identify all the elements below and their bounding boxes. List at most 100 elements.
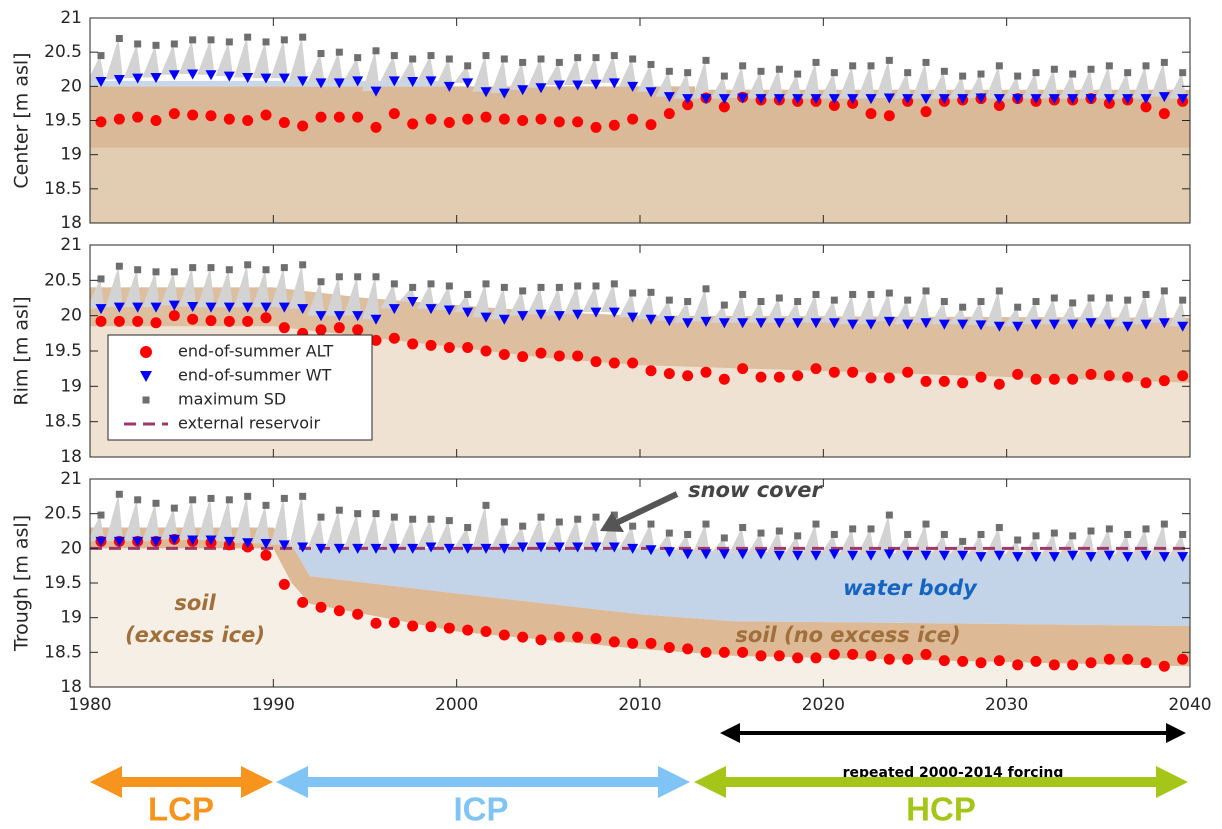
region	[291, 544, 1190, 626]
alt-point	[132, 111, 144, 123]
wt-point	[333, 543, 345, 554]
wt-point	[1103, 319, 1115, 330]
sd-point	[1050, 65, 1058, 73]
region	[90, 527, 1190, 667]
wt-point	[407, 77, 419, 88]
wt-point	[223, 71, 235, 82]
wt-point	[462, 78, 474, 89]
snow-cover	[1150, 62, 1168, 97]
sd-point	[959, 72, 967, 80]
wt-point	[223, 302, 235, 313]
sd-point	[537, 283, 545, 291]
sd-point	[794, 298, 802, 306]
alt-point	[1177, 370, 1189, 382]
wt-point	[333, 311, 345, 322]
snow-cover	[508, 290, 527, 316]
alt-point	[187, 109, 199, 121]
wt-point	[205, 302, 217, 313]
snow-cover	[380, 55, 398, 81]
sd-point	[189, 496, 197, 504]
snow-cover	[802, 62, 820, 99]
alt-point	[755, 371, 767, 383]
sd-point	[335, 48, 343, 56]
alt-point	[517, 631, 529, 643]
wt-point	[517, 311, 529, 322]
sd-point	[684, 69, 692, 77]
sd-point	[739, 290, 747, 298]
alt-point	[920, 648, 932, 660]
sd-point	[1179, 296, 1187, 304]
wt-point	[865, 94, 877, 105]
wt-point	[95, 77, 107, 88]
alt-point	[425, 113, 437, 125]
wt-point	[792, 550, 804, 561]
alt-point	[1085, 657, 1097, 669]
sd-point	[720, 72, 728, 80]
snow-cover	[435, 285, 453, 311]
wt-point	[223, 536, 235, 547]
alt-point	[1103, 653, 1115, 665]
wt-point	[517, 542, 529, 553]
alt-point	[938, 375, 950, 387]
sd-point	[922, 58, 930, 66]
sd-point	[537, 55, 545, 63]
snow-cover	[692, 524, 710, 554]
sd-point	[262, 38, 270, 46]
alt-point	[773, 650, 785, 662]
sd-point	[904, 296, 912, 304]
alt-point	[113, 113, 125, 125]
alt-point	[278, 117, 290, 129]
sd-point	[995, 524, 1003, 532]
alt-point	[150, 317, 162, 329]
wt-point	[278, 302, 290, 313]
sd-point	[445, 517, 453, 525]
legend-label: end-of-summer WT	[178, 366, 332, 385]
wt-point	[938, 94, 950, 105]
snow-cover	[563, 519, 582, 547]
panels: 18 18.5 19 19.5 20 20.5 21 Center [m asl] 18 18.5…	[11, 8, 1212, 715]
legend-symbol	[140, 371, 152, 382]
legend-symbol	[140, 346, 152, 358]
wt-point	[847, 94, 859, 105]
snow-cover	[1113, 300, 1132, 327]
snow-cover	[105, 38, 123, 80]
snow-cover	[967, 74, 985, 98]
sd-point	[354, 54, 362, 62]
snow-cover	[1077, 531, 1095, 557]
wt-point	[1012, 321, 1024, 332]
snow-cover	[618, 59, 637, 87]
sd-point	[940, 67, 948, 75]
alt-point	[627, 113, 639, 125]
alt-point	[315, 111, 327, 123]
wt-point	[480, 87, 492, 98]
snow-cover	[90, 515, 105, 542]
wt-point	[1067, 319, 1079, 330]
wt-point	[755, 549, 767, 560]
sd-point	[885, 511, 893, 519]
wt-point	[1048, 319, 1060, 330]
wt-point	[1067, 550, 1079, 561]
sd-point	[500, 518, 508, 526]
sd-point	[244, 492, 252, 500]
sd-point	[757, 298, 765, 306]
region	[90, 80, 439, 87]
sd-point	[665, 67, 673, 75]
y-tick-label: 19	[60, 376, 82, 396]
snow-cover	[1132, 65, 1150, 99]
wt-point	[388, 304, 400, 315]
wt-point	[1177, 94, 1189, 105]
snow-cover	[270, 498, 288, 545]
wt-point	[113, 536, 125, 547]
alt-point	[1140, 657, 1152, 669]
sd-point	[849, 525, 857, 533]
sd-point	[904, 69, 912, 77]
period-label: ICP	[453, 791, 508, 828]
snow-cover	[160, 271, 178, 306]
snow-cover	[215, 269, 233, 308]
y-tick-label: 20	[60, 538, 82, 558]
alt-point	[1085, 368, 1097, 380]
wt-point	[462, 307, 474, 318]
sd-point	[555, 58, 563, 66]
snow-cover	[857, 65, 875, 99]
legend-label: end-of-summer ALT	[178, 342, 333, 361]
